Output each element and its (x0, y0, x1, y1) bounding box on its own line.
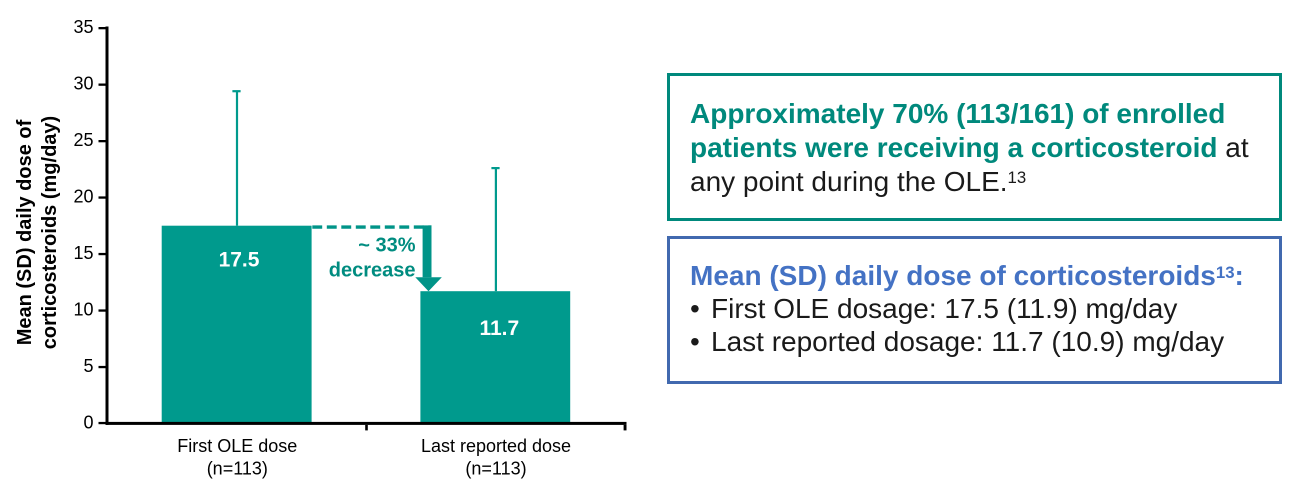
svg-text:0: 0 (83, 412, 93, 432)
svg-text:Mean (SD) daily dose of: Mean (SD) daily dose of (14, 119, 36, 345)
svg-text:(n=113): (n=113) (465, 459, 526, 479)
svg-text:25: 25 (73, 130, 93, 150)
svg-text:decrease: decrease (329, 259, 416, 281)
svg-text:17.5: 17.5 (219, 249, 260, 272)
svg-text:15: 15 (73, 243, 93, 263)
svg-text:~ 33%: ~ 33% (358, 235, 415, 257)
svg-text:First OLE dose: First OLE dose (177, 436, 297, 456)
svg-text:10: 10 (73, 300, 93, 320)
svg-text:30: 30 (73, 74, 93, 94)
svg-text:11.7: 11.7 (479, 317, 519, 340)
svg-text:20: 20 (73, 187, 93, 207)
svg-text:Last reported dose: Last reported dose (421, 436, 571, 456)
svg-text:35: 35 (73, 17, 93, 37)
svg-text:corticosteroids (mg/day): corticosteroids (mg/day) (39, 116, 61, 349)
svg-text:(n=113): (n=113) (207, 459, 268, 479)
svg-text:5: 5 (83, 356, 93, 376)
